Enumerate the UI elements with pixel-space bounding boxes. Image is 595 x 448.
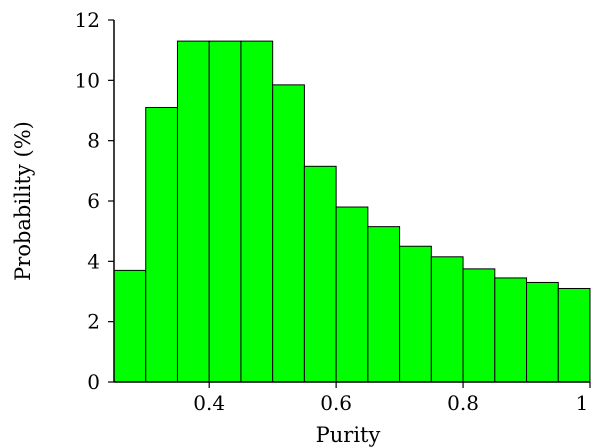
y-tick-label-3: 6 [87,189,100,213]
x-tick-label-1: 0.6 [320,391,352,415]
y-tick-label-0: 0 [87,370,100,394]
y-tick-label-2: 4 [87,249,100,273]
histogram-bar-7 [335,206,369,383]
x-tick-label-2: 0.8 [447,391,479,415]
histogram-bar-0 [113,269,147,383]
histogram-bar-14 [557,287,591,383]
y-tick-label-1: 2 [87,310,100,334]
x-axis-title: Purity [316,423,381,447]
y-tick-label-6: 12 [75,8,100,32]
histogram-bar-9 [399,245,432,383]
histogram-bar-5 [272,84,305,383]
x-ticks-group: 0.4 0.6 0.8 1 [193,382,591,415]
y-tick-label-5: 10 [75,68,100,92]
histogram-bar-3 [208,40,242,383]
x-tick-label-0: 0.4 [193,391,225,415]
histogram-bar-12 [494,277,528,383]
histogram-bar-6 [303,165,337,383]
histogram-bar-4 [240,40,274,383]
histogram-bar-1 [145,106,178,383]
histogram-bar-11 [462,268,496,383]
histogram-bar-8 [367,226,401,383]
y-axis-title: Probability (%) [11,121,35,281]
histogram-bar-10 [430,256,464,383]
bars-group [113,40,591,383]
y-ticks-group: 0 2 4 6 8 10 12 [75,8,114,394]
histogram-bar-2 [176,40,210,383]
histogram-bar-13 [526,281,559,383]
y-tick-label-4: 8 [87,129,100,153]
x-tick-label-3: 1 [576,391,589,415]
